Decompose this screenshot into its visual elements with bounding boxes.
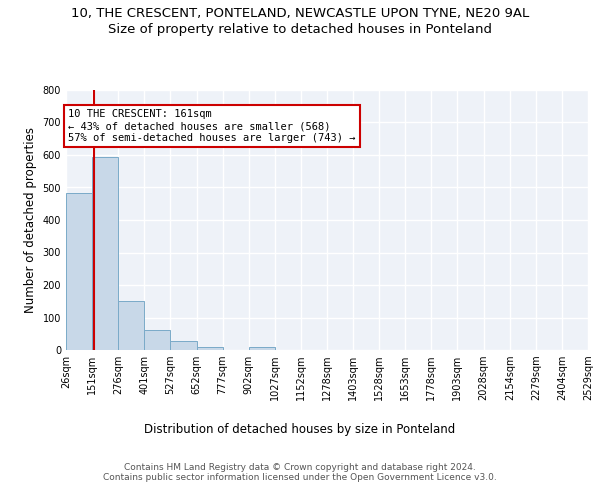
Bar: [170, 340, 197, 350]
Bar: [248, 348, 275, 350]
Bar: [118, 301, 144, 350]
Y-axis label: Number of detached properties: Number of detached properties: [24, 127, 37, 313]
Bar: [144, 330, 170, 350]
Text: Contains HM Land Registry data © Crown copyright and database right 2024.
Contai: Contains HM Land Registry data © Crown c…: [103, 462, 497, 482]
Text: Size of property relative to detached houses in Ponteland: Size of property relative to detached ho…: [108, 22, 492, 36]
Bar: [92, 157, 118, 350]
Text: Distribution of detached houses by size in Ponteland: Distribution of detached houses by size …: [145, 422, 455, 436]
Bar: [197, 347, 223, 350]
Text: 10 THE CRESCENT: 161sqm
← 43% of detached houses are smaller (568)
57% of semi-d: 10 THE CRESCENT: 161sqm ← 43% of detache…: [68, 110, 356, 142]
Text: 10, THE CRESCENT, PONTELAND, NEWCASTLE UPON TYNE, NE20 9AL: 10, THE CRESCENT, PONTELAND, NEWCASTLE U…: [71, 8, 529, 20]
Bar: [66, 192, 92, 350]
